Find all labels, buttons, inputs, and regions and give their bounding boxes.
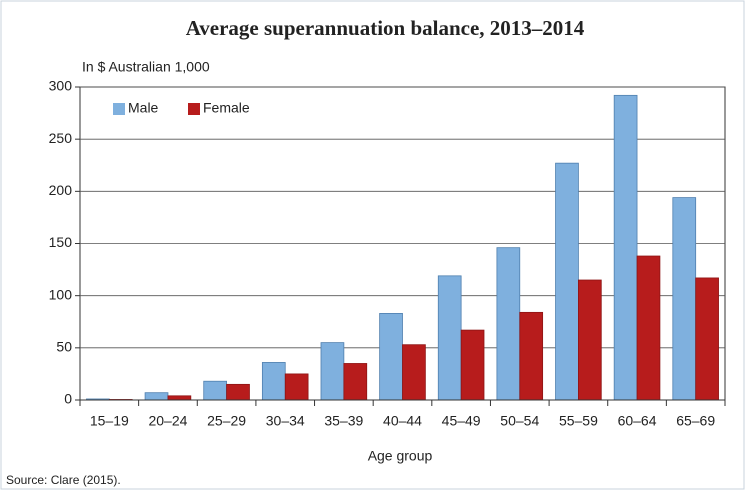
bar	[695, 277, 719, 401]
x-tick-label: 15–19	[90, 413, 129, 429]
bar	[203, 380, 227, 401]
y-axis-label: In $ Australian 1,000	[82, 59, 210, 75]
source: Source: Clare (2015).	[6, 473, 121, 487]
x-tick-label: 30–34	[266, 413, 305, 429]
x-tick-label: 45–49	[442, 413, 481, 429]
y-tick-label: 0	[64, 391, 72, 407]
bar	[402, 344, 426, 401]
legend-swatch	[188, 103, 200, 115]
bar	[284, 373, 309, 401]
x-tick-label: 25–29	[207, 413, 246, 429]
x-tick-label: 20–24	[148, 413, 187, 429]
bar	[144, 392, 169, 401]
bar	[519, 311, 544, 401]
bar	[261, 362, 286, 401]
bar	[496, 247, 521, 401]
x-tick-label: 35–39	[324, 413, 363, 429]
y-tick-label: 50	[56, 339, 72, 355]
y-tick-label: 300	[49, 78, 73, 94]
x-tick-label: 50–54	[500, 413, 539, 429]
x-tick-label: 60–64	[618, 413, 657, 429]
bar	[578, 279, 602, 401]
legend-swatch	[113, 103, 125, 115]
bar	[460, 329, 485, 401]
bar	[613, 94, 638, 401]
bar	[226, 383, 250, 401]
bar	[343, 363, 368, 401]
x-tick-label: 65–69	[676, 413, 715, 429]
x-axis-label: Age group	[368, 448, 433, 464]
bar	[167, 395, 192, 401]
y-tick-label: 150	[49, 234, 73, 250]
chart-title: Average superannuation balance, 2013–201…	[186, 16, 585, 40]
bar	[320, 342, 345, 401]
bar	[379, 313, 403, 401]
bar	[672, 197, 697, 401]
x-tick-label: 55–59	[559, 413, 598, 429]
y-tick-label: 100	[49, 286, 73, 302]
bar	[636, 255, 661, 401]
bar	[555, 162, 579, 401]
legend-label: Male	[128, 100, 159, 116]
legend-label: Female	[203, 100, 250, 116]
x-tick-label: 40–44	[383, 413, 422, 429]
y-tick-label: 200	[49, 182, 73, 198]
bar	[437, 275, 462, 401]
y-tick-label: 250	[49, 130, 73, 146]
